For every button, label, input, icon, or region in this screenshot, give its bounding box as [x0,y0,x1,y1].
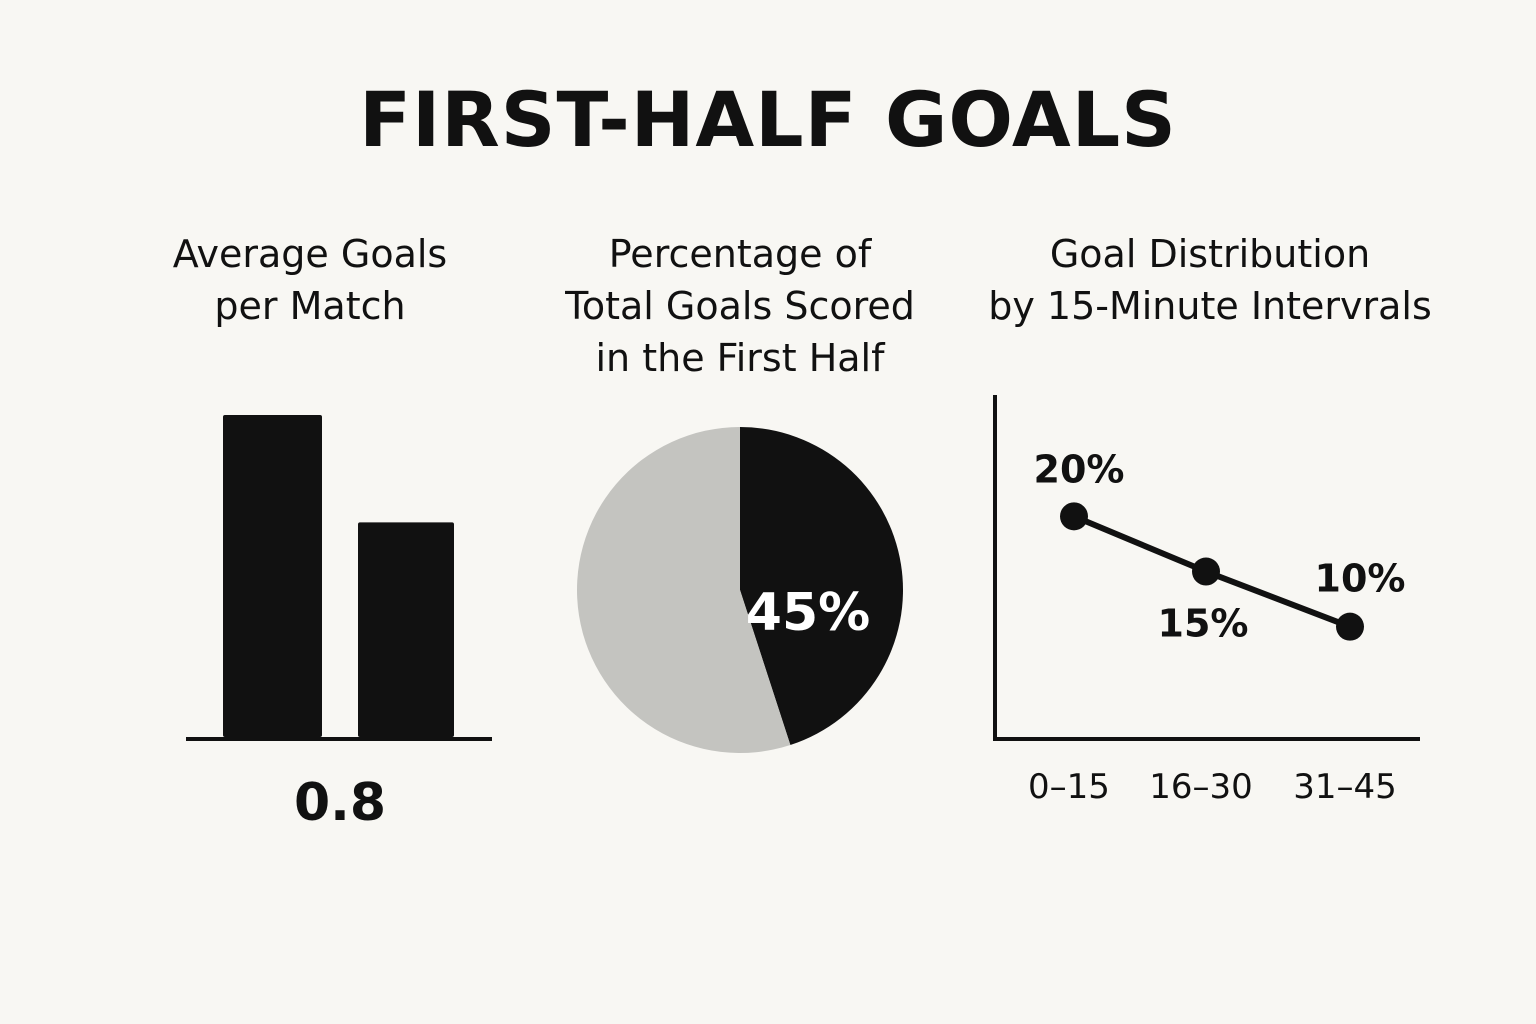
bar-chart: 0.8 [186,415,492,833]
bar-panel-title: Average Goals per Match [160,228,460,332]
line-panel-title-line: by 15-Minute Intervrals [988,284,1432,328]
line-point [1060,502,1088,531]
pie-panel-title: Percentage of Total Goals Scored in the … [530,228,950,384]
pie-chart: 45% [577,426,903,753]
bar-panel-title-line: per Match [214,284,406,328]
pie-panel-title-line: in the First Half [595,336,885,380]
bar-value-label: 0.8 [294,773,386,833]
line-x-tick-label: 0–15 [1028,767,1110,807]
line-data-label: 10% [1315,557,1406,601]
line-x-tick-label: 31–45 [1293,767,1397,807]
line-data-label: 20% [1034,447,1125,491]
line-panel-title: Goal Distribution by 15-Minute Intervral… [980,228,1440,332]
pie-panel-title-line: Percentage of [608,232,872,276]
line-chart: 20% 15% 10% 0–15 16–30 31–45 [993,395,1420,807]
chart-title: FIRST-HALF GOALS [359,75,1177,164]
bar-marks [223,415,454,737]
pie-slice-rest [577,426,791,753]
bar [358,522,454,737]
line-x-tick-label: 16–30 [1149,767,1253,807]
pie-slice-label: 45% [746,583,870,643]
line-marks: 20% 15% 10% [1034,447,1406,645]
bar [223,415,322,737]
line-data-label: 15% [1158,602,1249,646]
line-point [1192,557,1220,586]
pie-slice-first-half [740,427,903,746]
line-x-tick-labels: 0–15 16–30 31–45 [1028,767,1397,807]
pie-panel-title-line: Total Goals Scored [565,284,915,328]
line-point [1336,612,1364,641]
pie-slices [577,426,903,753]
bar-panel-title-line: Average Goals [172,232,448,276]
line-panel-title-line: Goal Distribution [1049,232,1371,276]
